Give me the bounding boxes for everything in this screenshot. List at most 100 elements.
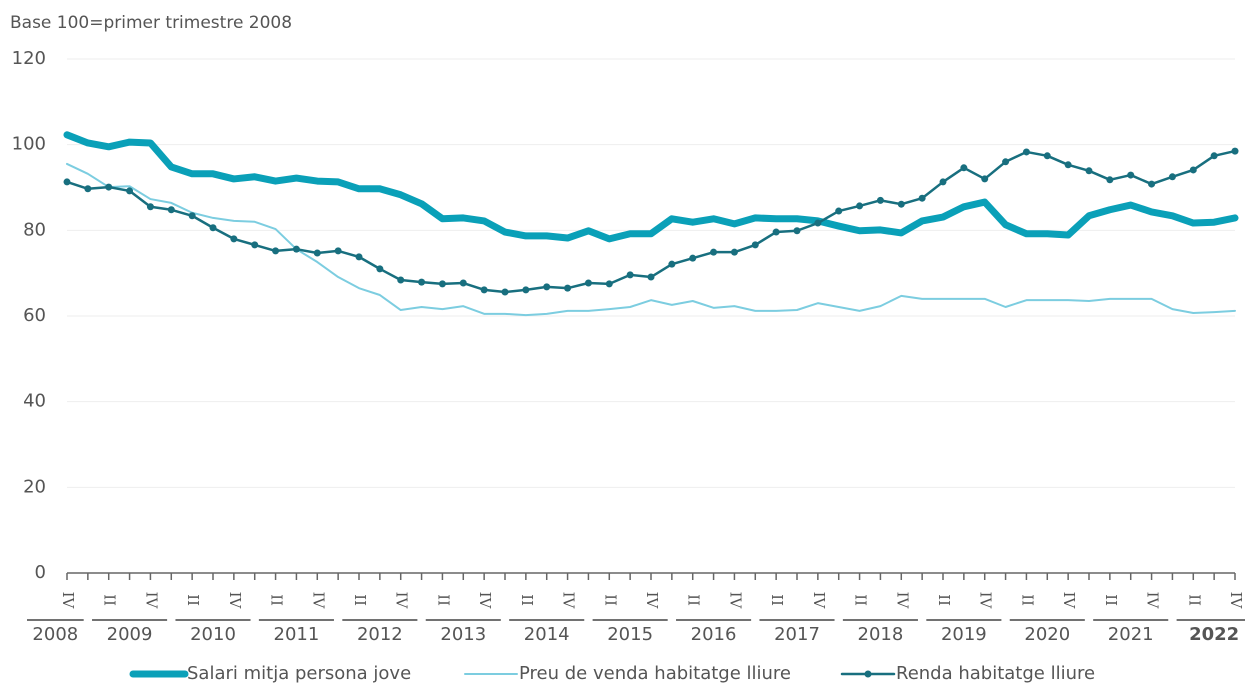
legend-label: Renda habitatge lliure (896, 663, 1095, 684)
year-label: 2009 (107, 624, 153, 645)
series-marker (292, 245, 300, 253)
year-label: 2021 (1108, 624, 1154, 645)
series-marker (167, 206, 175, 214)
x-tick-label: IV (810, 592, 828, 610)
series-marker (1231, 147, 1239, 155)
series-marker (105, 183, 113, 191)
x-tick-label: IV (393, 592, 411, 610)
series-marker (251, 241, 259, 249)
series-marker (1043, 152, 1051, 160)
series-marker (668, 260, 676, 268)
year-label: 2019 (941, 624, 987, 645)
series-marker (1085, 167, 1093, 175)
series-marker (63, 178, 71, 186)
series-marker (1022, 148, 1030, 156)
year-label: 2013 (440, 624, 486, 645)
x-tick-label: IV (643, 592, 661, 610)
x-tick-label: II (1185, 594, 1203, 606)
series-marker (1064, 161, 1072, 169)
series-marker (272, 247, 280, 255)
y-tick-label: 0 (35, 562, 46, 583)
series-marker (876, 196, 884, 204)
series-marker (772, 228, 780, 236)
year-label: 2010 (190, 624, 236, 645)
series-marker (939, 178, 947, 186)
x-tick-label: II (768, 594, 786, 606)
x-tick-label: IV (893, 592, 911, 610)
series-marker (376, 265, 384, 273)
series-marker (584, 279, 592, 287)
series-marker (981, 175, 989, 183)
series-marker (397, 276, 405, 284)
series-marker (459, 279, 467, 287)
x-tick-label: IV (476, 592, 494, 610)
x-tick-label: IV (226, 592, 244, 610)
x-tick-label: IV (977, 592, 995, 610)
x-tick-label: II (1018, 594, 1036, 606)
series-marker (126, 187, 134, 195)
series-marker (1148, 180, 1156, 188)
series-marker (209, 224, 217, 232)
series-marker (897, 200, 905, 208)
series-marker (626, 271, 634, 279)
series-marker (313, 249, 321, 257)
chart-subtitle: Base 100=primer trimestre 2008 (10, 13, 292, 33)
series-marker (605, 280, 613, 288)
legend-label: Salari mitja persona jove (187, 663, 411, 684)
y-tick-label: 100 (12, 134, 46, 155)
legend-label: Preu de venda habitatge lliure (519, 663, 791, 684)
series-marker (501, 288, 509, 296)
series-marker (960, 164, 968, 172)
year-label: 2011 (274, 624, 320, 645)
series-marker (1127, 171, 1135, 179)
series-marker (710, 248, 718, 256)
year-label: 2015 (607, 624, 653, 645)
series-marker (647, 273, 655, 281)
series-marker (146, 203, 154, 211)
series-marker (689, 254, 697, 262)
x-tick-label: IV (1144, 592, 1162, 610)
x-tick-label: II (852, 594, 870, 606)
y-tick-label: 60 (23, 305, 46, 326)
series-line (63, 131, 1239, 243)
series-marker (522, 286, 530, 294)
series-marker (814, 219, 822, 227)
y-tick-label: 80 (23, 219, 46, 240)
x-tick-label: II (351, 594, 369, 606)
series-marker (1210, 152, 1218, 160)
series-marker (355, 253, 363, 261)
y-tick-label: 40 (23, 391, 46, 412)
x-tick-label: IV (309, 592, 327, 610)
year-label: 2014 (524, 624, 570, 645)
year-label: 2008 (32, 624, 78, 645)
series-marker (1106, 176, 1114, 184)
series-marker (918, 194, 926, 202)
year-label: 2018 (858, 624, 904, 645)
series-marker (1002, 158, 1010, 166)
series-marker (438, 280, 446, 288)
x-tick-label: IV (59, 592, 77, 610)
year-label: 2020 (1024, 624, 1070, 645)
x-tick-label: II (1102, 594, 1120, 606)
x-tick-label: II (184, 594, 202, 606)
series-marker (543, 283, 551, 291)
series-marker (334, 247, 342, 255)
x-tick-label: II (268, 594, 286, 606)
series-marker (751, 241, 759, 249)
x-tick-label: II (601, 594, 619, 606)
x-tick-label: IV (142, 592, 160, 610)
series-marker (730, 248, 738, 256)
x-tick-label: II (518, 594, 536, 606)
x-tick-label: IV (1060, 592, 1078, 610)
series-marker (188, 212, 196, 220)
year-label: 2022 (1189, 624, 1239, 645)
series-marker (564, 284, 572, 292)
series-marker (793, 227, 801, 235)
series-marker (1189, 166, 1197, 174)
series-marker (230, 235, 238, 243)
legend-marker (864, 670, 872, 678)
x-tick-label: IV (1227, 592, 1245, 610)
x-tick-label: II (935, 594, 953, 606)
y-tick-label: 20 (23, 476, 46, 497)
